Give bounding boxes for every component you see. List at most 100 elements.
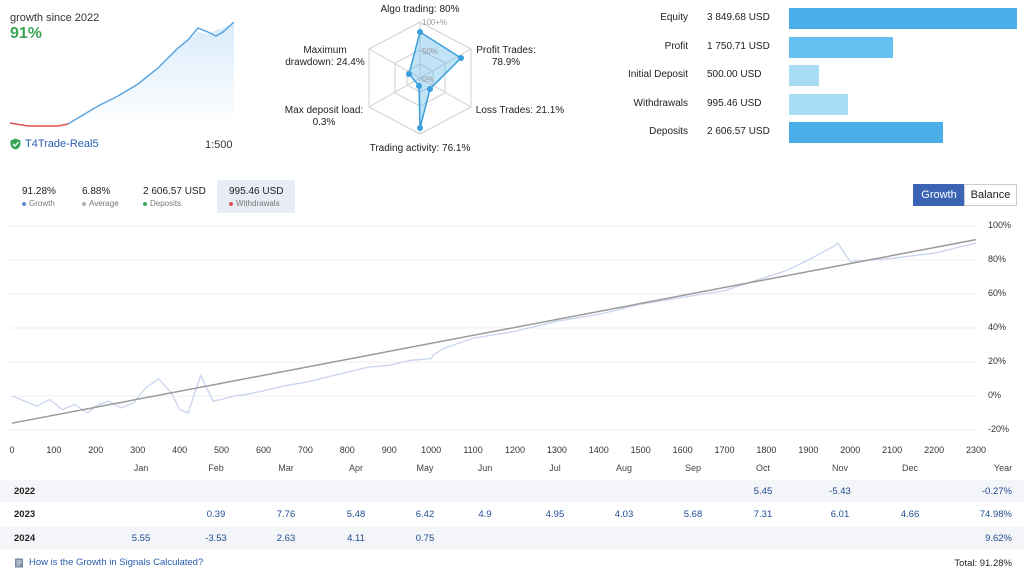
radar-label-trading-activity: Trading activity: 76.1%	[369, 143, 471, 154]
month-growth-cell: 4.11	[347, 533, 365, 544]
growth-calculation-link-text: How is the Growth in Signals Calculated?	[29, 557, 204, 568]
stat-label: Withdrawals	[236, 199, 280, 208]
month-header: Jul	[549, 463, 561, 473]
equity-bar-label: Withdrawals	[633, 97, 688, 109]
month-growth-cell: 0.39	[206, 509, 226, 520]
radar-point-profit	[458, 55, 464, 61]
month-growth-cell: 7.31	[753, 509, 773, 520]
x-tick-label: 1600	[672, 445, 693, 455]
stat-growth: 91.28% Growth	[22, 186, 56, 208]
legend-dot-icon	[143, 201, 147, 206]
stat-average: 6.88% Average	[82, 186, 119, 208]
radar-ring-label-100: 100+%	[422, 18, 447, 27]
stat-label: Average	[89, 199, 119, 208]
trend-line	[11, 238, 977, 424]
x-tick-label: 1400	[588, 445, 609, 455]
radar-label-max-deposit-load-line2: 0.3%	[312, 117, 336, 128]
radar-label-profit-trades-line2: 78.9%	[491, 57, 521, 68]
document-icon	[15, 558, 23, 567]
stat-deposits: 2 606.57 USD Deposits	[143, 186, 206, 208]
stat-sub: Growth	[22, 199, 56, 208]
mini-chart-negative-line	[9, 122, 69, 127]
x-tick-label: 1900	[798, 445, 819, 455]
x-tick-label: 2000	[840, 445, 861, 455]
radar-chart: 100+% 50% 0%	[368, 18, 472, 135]
year-row: 2022 5.45 -5.43 -0.27%	[0, 480, 1024, 502]
x-tick-label: 600	[255, 445, 271, 455]
month-header: Feb	[208, 463, 224, 473]
year-total-cell: 74.98%	[979, 509, 1012, 520]
radar-ring-label-0: 0%	[422, 75, 434, 84]
radar-label-max-drawdown: Maximum drawdown: 24.4%	[282, 45, 368, 69]
radar-point-algo	[417, 29, 423, 35]
x-tick-label: 1200	[504, 445, 525, 455]
total-growth: Total: 91.28%	[954, 558, 1012, 569]
radar-point-drawdown	[406, 71, 412, 77]
x-tick-label: 1100	[463, 445, 483, 455]
radar-ring-label-50: 50%	[422, 47, 438, 56]
growth-value: 91%	[10, 25, 43, 42]
month-header: Mar	[278, 463, 294, 473]
stat-value: 2 606.57 USD	[143, 186, 206, 197]
equity-bar-value: 3 849.68 USD	[707, 12, 770, 23]
equity-bar-label: Deposits	[649, 126, 688, 137]
stat-sub: Withdrawals	[229, 199, 283, 208]
x-tick-label: 0	[9, 445, 15, 455]
month-growth-cell: 2.63	[276, 533, 296, 544]
x-tick-label: 800	[339, 445, 355, 455]
month-header: Nov	[831, 463, 848, 473]
legend-dot-icon	[82, 201, 86, 206]
x-tick-label: 1800	[756, 445, 777, 455]
equity-bar	[789, 93, 848, 115]
x-tick-label: 1700	[714, 445, 735, 455]
radar-label-max-drawdown-line1: Maximum	[303, 45, 347, 56]
x-tick-label: 2200	[924, 445, 945, 455]
month-header: Jun	[477, 463, 493, 473]
y-tick-label: 20%	[988, 356, 1007, 366]
growth-calculation-link[interactable]: How is the Growth in Signals Calculated?	[14, 557, 203, 568]
year-row: 2023 0.39 7.76 5.48 6.42 4.9 4.95 4.03 5.68 7.31 6…	[0, 503, 1024, 525]
x-tick-label: 1000	[421, 445, 442, 455]
equity-bar	[789, 122, 944, 143]
radar-label-loss-trades: Loss Trades: 21.1%	[475, 105, 565, 116]
month-header: Year	[993, 463, 1013, 473]
balance-toggle-button[interactable]: Balance	[964, 184, 1017, 206]
month-growth-cell: 4.03	[614, 509, 634, 520]
growth-toggle-button[interactable]: Growth	[913, 184, 965, 206]
y-tick-label: 80%	[988, 254, 1007, 264]
stat-sub: Deposits	[143, 199, 206, 208]
month-growth-cell: 6.42	[415, 509, 435, 520]
x-tick-label: 200	[88, 445, 104, 455]
month-growth-cell: 4.9	[478, 509, 492, 520]
x-tick-label: 2100	[882, 445, 903, 455]
account-name: T4Trade-Real5	[25, 138, 99, 150]
stat-label: Deposits	[150, 199, 182, 208]
radar-point-activity	[417, 125, 423, 131]
month-growth-cell: 5.48	[346, 509, 366, 520]
month-growth-cell: 4.95	[545, 509, 565, 520]
account-link[interactable]: T4Trade-Real5	[10, 138, 99, 150]
month-header: Apr	[348, 463, 363, 473]
radar-point-deposit-load	[416, 83, 422, 89]
y-tick-label: 60%	[988, 288, 1007, 298]
mini-chart-area	[10, 22, 234, 128]
equity-bar	[789, 65, 819, 86]
month-growth-cell: -5.43	[829, 486, 851, 497]
equity-bar-value: 1 750.71 USD	[707, 40, 770, 52]
month-header: Jan	[133, 463, 149, 473]
equity-bar-label: Equity	[660, 12, 688, 23]
x-tick-label: 1500	[630, 445, 651, 455]
x-tick-label: 300	[130, 445, 146, 455]
growth-since-label: growth since 2022	[10, 12, 100, 24]
equity-bar-value: 500.00 USD	[707, 69, 762, 80]
withdrawals-stat-highlight	[217, 180, 295, 213]
stat-value: 6.88%	[82, 186, 111, 197]
month-growth-cell: 0.75	[415, 533, 435, 544]
x-tick-label: 1300	[546, 445, 567, 455]
month-growth-cell: 7.76	[276, 509, 296, 520]
month-growth-cell: 6.01	[830, 509, 850, 520]
radar-label-profit-trades: Profit Trades: 78.9%	[468, 45, 544, 69]
equity-bar	[789, 8, 1017, 29]
equity-bar-label: Initial Deposit	[627, 69, 688, 80]
growth-series-line	[11, 242, 977, 414]
